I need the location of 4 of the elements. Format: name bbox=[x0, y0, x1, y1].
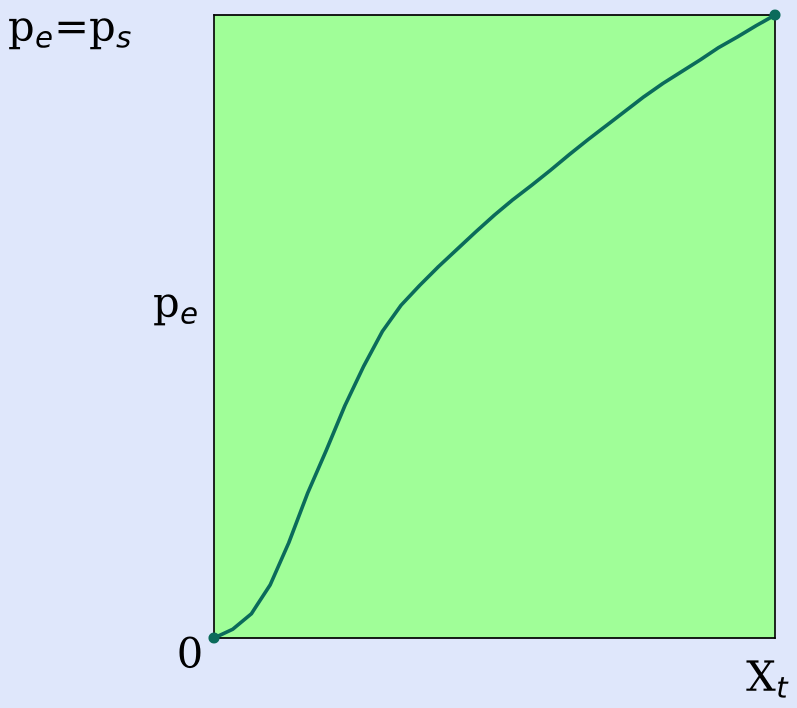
text: p$_{e}$=p$_{s}$ bbox=[9, 18, 131, 50]
text: p$_{e}$ bbox=[154, 294, 197, 326]
text: 0 bbox=[179, 636, 200, 668]
text: X$_{t}$ bbox=[746, 660, 789, 698]
